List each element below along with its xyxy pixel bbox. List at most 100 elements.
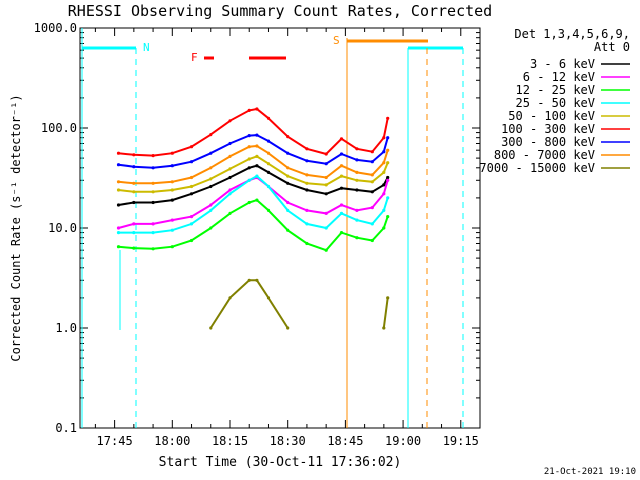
- data-point: [355, 188, 359, 192]
- data-point: [382, 192, 386, 196]
- data-point: [228, 296, 232, 300]
- data-point: [132, 222, 136, 226]
- series-lines: [116, 107, 390, 330]
- y-axis-label: Corrected Count Rate (s⁻¹ detector⁻¹): [9, 94, 23, 361]
- legend-label: 12 - 25 keV: [516, 83, 595, 97]
- data-point: [305, 188, 309, 192]
- data-point: [228, 141, 232, 146]
- data-point: [247, 108, 251, 112]
- data-point: [189, 238, 194, 243]
- data-point: [386, 148, 390, 152]
- data-point: [382, 208, 386, 212]
- data-point: [116, 188, 121, 192]
- data-point: [382, 326, 386, 330]
- x-tick-label: 17:45: [97, 434, 133, 448]
- data-point: [324, 211, 328, 215]
- data-point: [170, 198, 174, 202]
- data-point: [228, 188, 232, 192]
- series-line: [118, 155, 389, 193]
- data-point: [132, 190, 136, 194]
- data-point: [209, 226, 213, 230]
- series-7: [116, 144, 390, 185]
- data-point: [170, 245, 174, 249]
- data-point: [355, 208, 359, 212]
- data-point: [132, 246, 136, 250]
- data-point: [370, 206, 374, 210]
- data-point: [170, 180, 174, 184]
- x-tick-label: 18:30: [270, 434, 306, 448]
- data-point: [382, 161, 386, 165]
- data-point: [266, 208, 271, 212]
- data-point: [370, 222, 374, 226]
- data-point: [209, 208, 213, 212]
- data-point: [266, 162, 271, 166]
- data-point: [247, 145, 251, 149]
- data-point: [116, 226, 121, 230]
- data-point: [209, 151, 213, 155]
- data-point: [286, 326, 290, 330]
- data-point: [286, 174, 290, 178]
- axis-ticks: 0.1 1.0 10.0 100.0 1000.0 17:45 18:00 18:15 18:3…: [34, 21, 481, 448]
- data-point: [382, 183, 386, 187]
- data-point: [370, 238, 374, 243]
- data-point: [189, 160, 194, 164]
- flag-markers: N F S: [81, 28, 464, 428]
- data-point: [228, 167, 232, 171]
- data-point: [189, 192, 194, 196]
- data-point: [209, 177, 213, 181]
- data-point: [339, 174, 344, 178]
- legend-label: 7000 - 15000 keV: [479, 161, 595, 175]
- data-point: [255, 154, 259, 158]
- data-point: [116, 203, 121, 207]
- data-point: [286, 166, 290, 170]
- data-point: [228, 175, 232, 180]
- data-point: [286, 151, 290, 155]
- data-point: [324, 248, 328, 252]
- data-point: [170, 188, 174, 192]
- night-flag-label: N: [143, 41, 150, 54]
- data-point: [266, 139, 271, 143]
- data-point: [116, 231, 121, 235]
- data-point: [209, 203, 213, 207]
- data-point: [255, 107, 259, 111]
- data-point: [382, 150, 386, 154]
- data-point: [355, 236, 359, 240]
- data-point: [151, 231, 155, 235]
- data-point: [305, 222, 309, 226]
- data-point: [151, 200, 155, 205]
- series-4: [116, 154, 390, 194]
- data-point: [370, 173, 374, 177]
- x-tick-label: 19:15: [443, 434, 479, 448]
- data-point: [255, 144, 259, 148]
- y-tick-label: 1000.0: [34, 21, 77, 35]
- data-point: [266, 296, 271, 300]
- data-point: [247, 134, 251, 138]
- x-tick-label: 19:00: [385, 434, 421, 448]
- data-point: [209, 166, 213, 170]
- data-point: [386, 196, 390, 200]
- data-point: [247, 278, 251, 282]
- plot-frame: [79, 27, 481, 429]
- data-point: [170, 151, 174, 155]
- legend-label: 6 - 12 keV: [523, 70, 595, 84]
- data-point: [382, 226, 386, 230]
- data-point: [355, 170, 359, 174]
- data-point: [355, 147, 359, 151]
- data-point: [286, 208, 290, 212]
- data-point: [255, 164, 259, 168]
- data-point: [386, 161, 390, 165]
- data-point: [324, 175, 328, 180]
- data-point: [170, 164, 174, 168]
- data-point: [324, 183, 328, 187]
- x-axis-label: Start Time (30-Oct-11 17:36:02): [159, 455, 402, 470]
- data-point: [247, 157, 251, 161]
- legend-header-line-1: Det 1,3,4,5,6,9,: [514, 27, 630, 41]
- y-tick-label: 10.0: [48, 221, 77, 235]
- data-point: [247, 200, 251, 205]
- data-point: [189, 175, 194, 180]
- data-point: [339, 137, 344, 141]
- data-point: [339, 203, 344, 207]
- data-point: [386, 178, 390, 182]
- series-line: [118, 164, 389, 206]
- data-point: [228, 154, 232, 158]
